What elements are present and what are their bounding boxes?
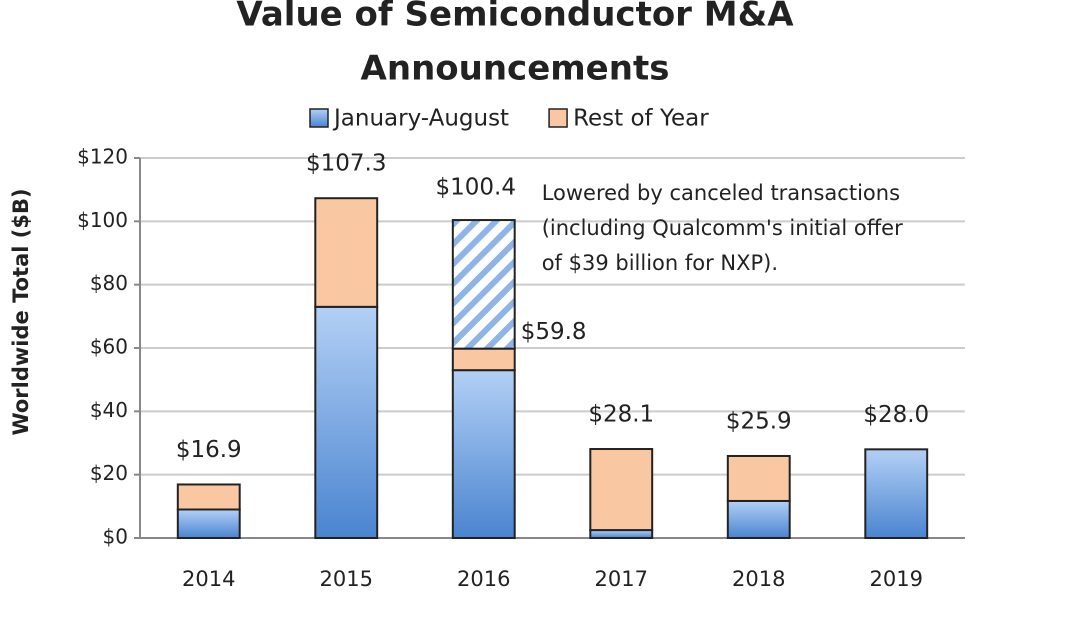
y-tick-label: $40 bbox=[90, 398, 128, 422]
total-label: $28.1 bbox=[588, 402, 654, 428]
bar-segment bbox=[314, 197, 379, 308]
x-tick-label: 2018 bbox=[732, 567, 785, 591]
bar-segment bbox=[726, 499, 791, 540]
x-tick-label: 2017 bbox=[595, 567, 648, 591]
y-tick-label: $120 bbox=[77, 145, 128, 169]
total-label: $25.9 bbox=[726, 408, 792, 434]
value-label: $100.4 bbox=[436, 175, 516, 201]
y-tick-label: $0 bbox=[103, 525, 128, 549]
annotation: (including Qualcomm's initial offer bbox=[542, 216, 903, 240]
x-tick-label: 2019 bbox=[870, 567, 923, 591]
x-tick-label: 2016 bbox=[457, 567, 510, 591]
total-label: $107.3 bbox=[306, 151, 386, 177]
bar-segment bbox=[176, 508, 241, 539]
bar-segment bbox=[176, 483, 241, 511]
chart-title: Announcements bbox=[361, 49, 670, 89]
legend-label: January-August bbox=[332, 106, 509, 132]
bar-segment bbox=[589, 529, 654, 539]
bar-segment bbox=[451, 369, 516, 539]
canceled-segment bbox=[451, 219, 516, 350]
annotation: of $39 billion for NXP). bbox=[542, 251, 778, 275]
bar-segment bbox=[314, 305, 379, 540]
legend-swatch bbox=[309, 108, 329, 128]
total-label: $28.0 bbox=[863, 402, 929, 428]
bar-segment bbox=[589, 448, 654, 532]
annotation: Lowered by canceled transactions bbox=[542, 181, 900, 205]
chart-title: Value of Semiconductor M&A bbox=[236, 0, 794, 35]
total-label: $16.9 bbox=[176, 437, 242, 463]
legend-swatch bbox=[548, 108, 568, 128]
legend-label: Rest of Year bbox=[573, 106, 709, 132]
bar-segment bbox=[451, 347, 516, 372]
y-tick-label: $100 bbox=[77, 208, 128, 232]
bar-segment bbox=[726, 454, 791, 502]
total-label: $59.8 bbox=[521, 319, 587, 345]
y-tick-label: $60 bbox=[90, 335, 128, 359]
y-axis-label: Worldwide Total ($B) bbox=[9, 188, 33, 435]
x-tick-label: 2015 bbox=[320, 567, 373, 591]
x-tick-label: 2014 bbox=[182, 567, 235, 591]
y-tick-label: $80 bbox=[90, 271, 128, 295]
bar-segment bbox=[864, 448, 929, 540]
y-tick-label: $20 bbox=[90, 461, 128, 485]
